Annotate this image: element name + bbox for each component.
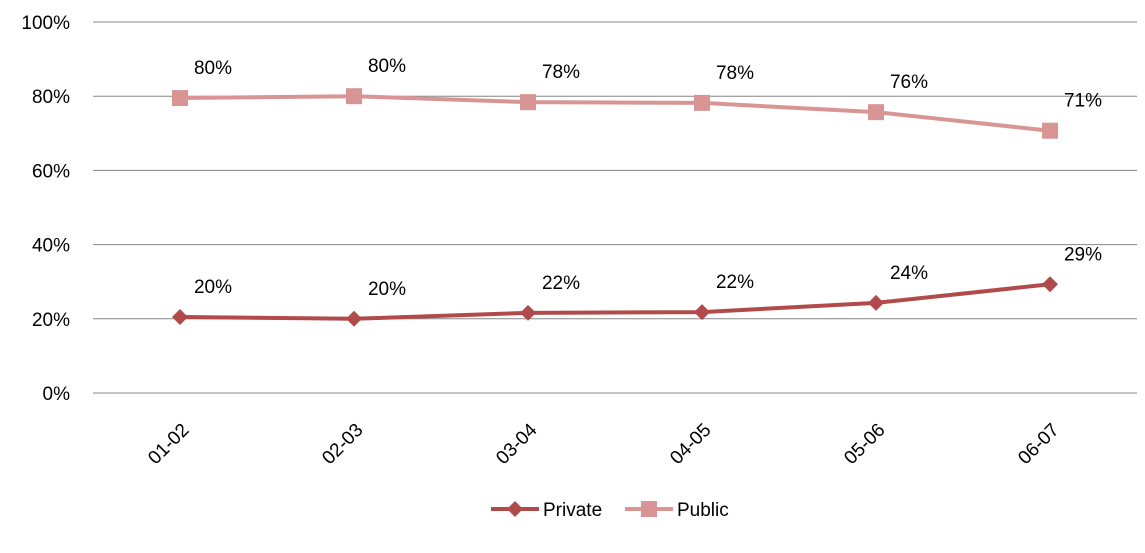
x-axis-tick-labels: 01-02 02-03 03-04 04-05 05-06 06-07 [144, 419, 1063, 469]
data-label-public: 76% [890, 72, 928, 93]
data-label-private: 20% [194, 277, 232, 298]
data-point-public [1042, 122, 1058, 139]
data-label-public: 78% [716, 63, 754, 84]
data-point-private [346, 310, 362, 327]
data-label-private: 22% [542, 273, 580, 294]
data-point-private [520, 304, 536, 321]
data-point-public [694, 94, 710, 111]
data-point-private [868, 294, 884, 311]
y-axis-tick-labels: 0% 20% 40% 60% 80% 100% [21, 13, 70, 405]
data-label-private: 24% [890, 263, 928, 284]
data-label-public: 78% [542, 62, 580, 83]
data-label-public: 80% [194, 58, 232, 79]
data-point-public [172, 90, 188, 107]
legend-marker-private [507, 501, 523, 517]
data-labels-layer: 20% 20% 22% 22% 24% 29% 80% 80% 78% 78% 76% 71% [194, 56, 1102, 300]
data-label-private: 29% [1064, 244, 1102, 265]
y-tick-label: 100% [21, 13, 70, 34]
series-line-public [178, 94, 1052, 133]
x-tick-label: 02-03 [318, 420, 367, 469]
x-tick-label: 06-07 [1014, 420, 1063, 469]
data-label-private: 20% [368, 279, 406, 300]
series-line-private [178, 282, 1052, 321]
data-point-public [520, 94, 536, 111]
y-tick-label: 40% [32, 236, 70, 257]
data-label-public: 71% [1064, 91, 1102, 112]
grid-layer [93, 21, 1137, 394]
legend-marker-public [641, 501, 657, 517]
legend: Private Public [491, 500, 729, 521]
y-tick-label: 0% [43, 384, 71, 405]
x-tick-label: 03-04 [492, 419, 542, 469]
data-point-public [346, 88, 362, 105]
data-point-private [172, 308, 188, 325]
legend-label-private: Private [543, 500, 602, 521]
x-tick-label: 04-05 [666, 420, 715, 469]
x-tick-label: 05-06 [840, 420, 889, 469]
legend-label-public: Public [677, 500, 729, 521]
y-tick-label: 80% [32, 87, 70, 108]
data-point-private [694, 304, 710, 321]
series-layer [172, 88, 1058, 327]
data-label-public: 80% [368, 56, 406, 77]
x-tick-label: 01-02 [144, 420, 193, 469]
y-tick-label: 60% [32, 161, 70, 182]
data-point-private [1042, 276, 1058, 293]
y-tick-label: 20% [32, 310, 70, 331]
data-label-private: 22% [716, 272, 754, 293]
data-point-public [868, 104, 884, 121]
